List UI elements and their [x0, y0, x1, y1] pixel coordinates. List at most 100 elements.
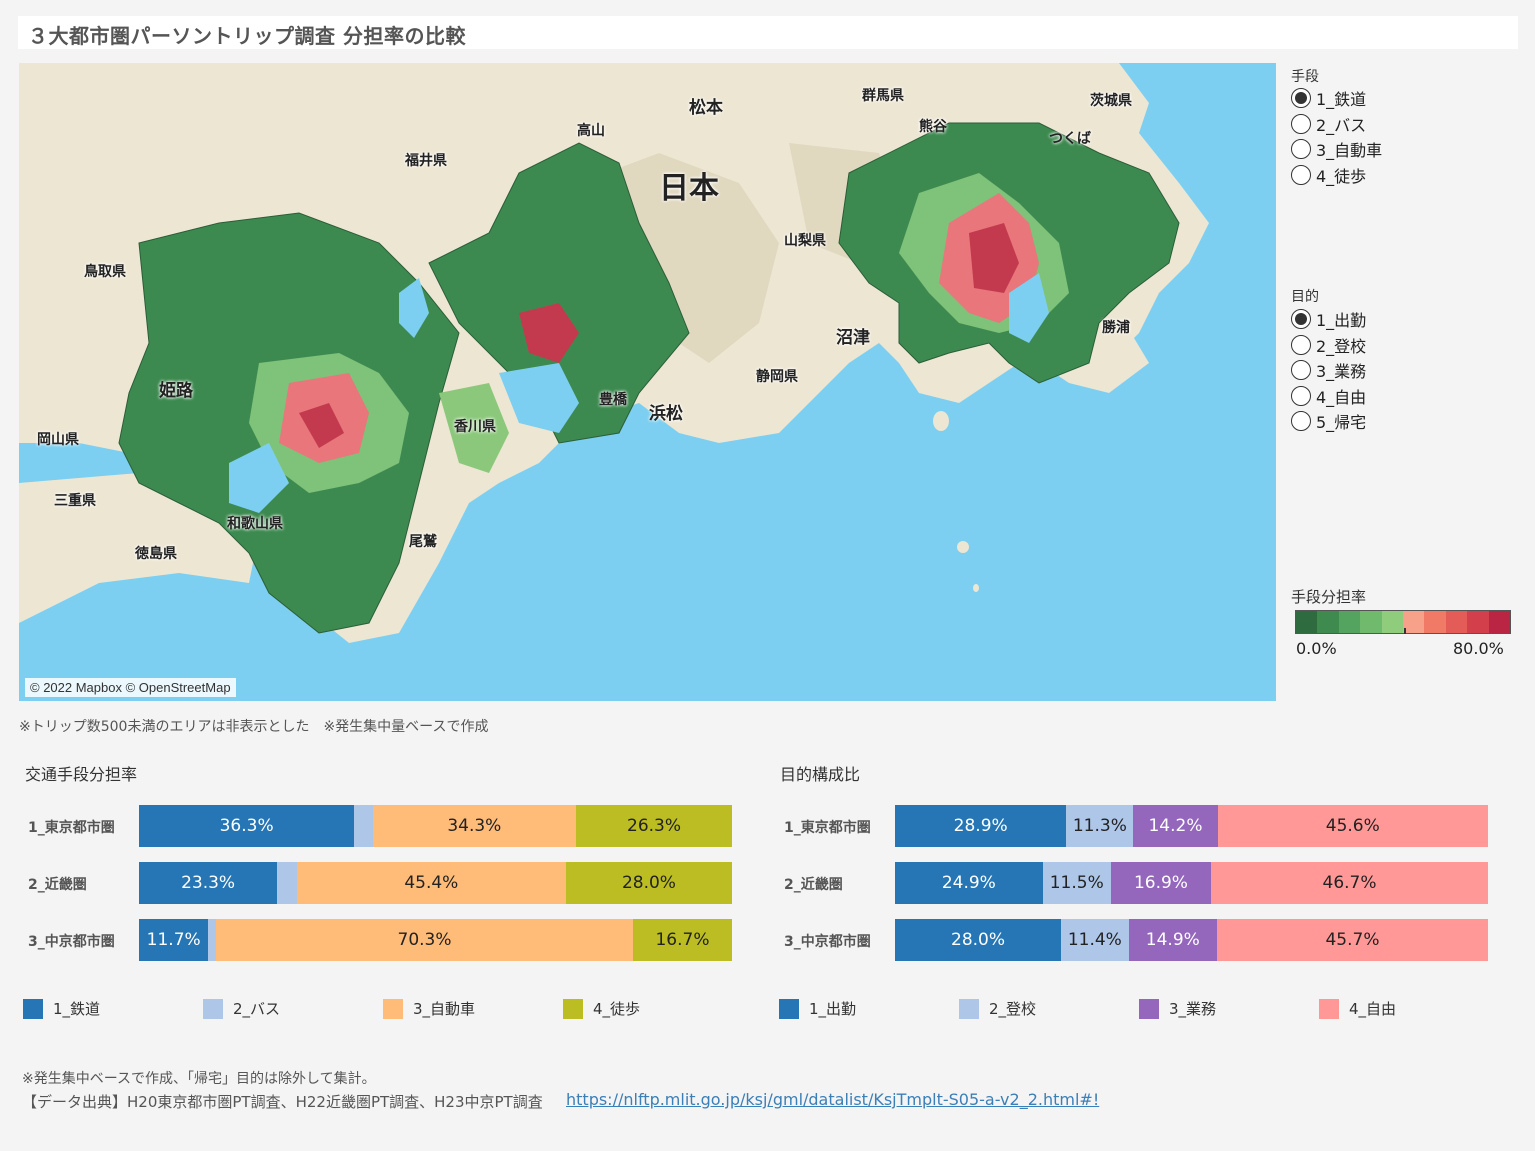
map-copyright[interactable]: © 2022 Mapbox © OpenStreetMap	[25, 678, 236, 697]
map-label: 勝浦	[1102, 320, 1130, 336]
radio-purpose-5[interactable]: 5_帰宅	[1291, 409, 1366, 433]
radio-label: 3_業務	[1316, 362, 1367, 381]
bar-segment[interactable]: 24.9%	[895, 862, 1043, 904]
mode-share-chart-title: 交通手段分担率	[25, 765, 138, 784]
bar-segment[interactable]: 11.4%	[1061, 919, 1129, 961]
map-island	[933, 411, 949, 431]
legend-item[interactable]: 1_鉄道	[23, 998, 100, 1019]
map-label: 香川県	[454, 419, 496, 435]
map-label: 高山	[577, 123, 605, 139]
legend-item[interactable]: 1_出勤	[779, 998, 856, 1019]
map-label: 鳥取県	[84, 264, 126, 280]
stacked-bar[interactable]: 24.9% 11.5% 16.9% 46.7%	[895, 862, 1488, 904]
radio-purpose-3[interactable]: 3_業務	[1291, 358, 1366, 382]
color-legend-swatch	[1317, 611, 1339, 633]
radio-label: 5_帰宅	[1316, 413, 1367, 432]
bar-segment[interactable]	[354, 805, 373, 847]
bar-segment[interactable]: 34.3%	[372, 805, 577, 847]
color-legend-swatch	[1467, 611, 1489, 633]
purpose-chart-title: 目的構成比	[780, 765, 861, 784]
color-legend-swatch	[1424, 611, 1446, 633]
color-legend-swatch	[1338, 611, 1361, 633]
bar-segment[interactable]: 16.7%	[632, 919, 732, 961]
radio-button[interactable]	[1291, 113, 1311, 134]
legend-item[interactable]: 2_バス	[203, 998, 280, 1019]
bar-segment[interactable]: 11.5%	[1042, 862, 1111, 904]
map-label: 浜松	[649, 404, 683, 424]
bar-segment[interactable]: 11.7%	[139, 919, 209, 961]
color-legend-swatch	[1296, 611, 1318, 633]
radio-button[interactable]	[1291, 88, 1311, 108]
bar-segment[interactable]: 45.7%	[1216, 919, 1488, 961]
legend-label: 2_登校	[989, 1000, 1037, 1018]
radio-mode-3[interactable]: 3_自動車	[1291, 137, 1382, 161]
legend-item[interactable]: 3_業務	[1139, 998, 1216, 1019]
color-legend-min: 0.0%	[1296, 639, 1337, 658]
map-view[interactable]: 日本 松本 群馬県 茨城県 高山 福井県 熊谷 つくば 山梨県 鳥取県 沼津 勝浦 静岡県 姫路 浜松 豊橋岡…	[19, 63, 1276, 701]
map-label: 岡山県	[37, 432, 79, 448]
legend-swatch	[563, 998, 583, 1019]
bar-segment[interactable]: 14.2%	[1133, 805, 1218, 847]
map-note: ※トリップ数500未満のエリアは非表示とした ※発生集中量ベースで作成	[19, 719, 489, 735]
bar-segment[interactable]: 16.9%	[1110, 862, 1212, 904]
bar-segment[interactable]: 46.7%	[1211, 862, 1488, 904]
bar-segment[interactable]	[277, 862, 297, 904]
title-bar: ３大都市圏パーソントリップ調査 分担率の比較	[18, 16, 1518, 49]
legend-label: 2_バス	[233, 1000, 281, 1018]
region-mie	[439, 383, 509, 473]
map-island	[973, 584, 979, 592]
color-legend-tick	[1404, 628, 1406, 634]
radio-purpose-2[interactable]: 2_登校	[1291, 333, 1366, 357]
bar-segment[interactable]: 14.9%	[1128, 919, 1217, 961]
bar-segment[interactable]: 28.9%	[895, 805, 1067, 847]
legend-item[interactable]: 3_自動車	[383, 998, 475, 1019]
map-canvas[interactable]	[19, 63, 1276, 701]
map-tokyo-bay	[1009, 273, 1049, 343]
legend-item[interactable]: 2_登校	[959, 998, 1036, 1019]
source-link[interactable]: https://nlftp.mlit.go.jp/ksj/gml/datalis…	[566, 1090, 1100, 1109]
bar-segment[interactable]: 70.3%	[216, 919, 633, 961]
bar-segment[interactable]: 11.3%	[1066, 805, 1134, 847]
stacked-bar[interactable]: 36.3% 34.3% 26.3%	[139, 805, 732, 847]
bar-segment[interactable]: 28.0%	[565, 862, 732, 904]
legend-item[interactable]: 4_徒歩	[563, 998, 640, 1019]
stacked-bar[interactable]: 23.3% 45.4% 28.0%	[139, 862, 732, 904]
category-label: 2_近畿圏	[784, 877, 843, 893]
map-osaka-bay	[229, 443, 289, 513]
bar-segment[interactable]: 28.0%	[895, 919, 1062, 961]
map-label: 沼津	[836, 328, 870, 348]
radio-button[interactable]	[1291, 309, 1311, 329]
radio-button[interactable]	[1291, 360, 1311, 380]
radio-purpose-4[interactable]: 4_自由	[1291, 384, 1366, 408]
radio-button[interactable]	[1291, 334, 1311, 355]
bar-segment[interactable]: 45.6%	[1217, 805, 1488, 847]
map-ise-bay	[499, 363, 579, 433]
radio-mode-4[interactable]: 4_徒歩	[1291, 163, 1366, 187]
radio-button[interactable]	[1291, 385, 1311, 406]
stacked-bar[interactable]: 28.0% 11.4% 14.9% 45.7%	[895, 919, 1488, 961]
bar-segment[interactable]: 45.4%	[296, 862, 566, 904]
radio-button[interactable]	[1291, 164, 1311, 185]
color-legend-swatch	[1488, 611, 1511, 633]
region-kinki-center	[299, 403, 344, 448]
map-biwako	[399, 278, 429, 338]
radio-purpose-1[interactable]: 1_出勤	[1291, 307, 1366, 331]
bar-segment[interactable]: 36.3%	[139, 805, 355, 847]
map-label: 尾鷲	[409, 534, 437, 550]
legend-item[interactable]: 4_自由	[1319, 998, 1396, 1019]
region-tokyo-center	[969, 223, 1019, 293]
stacked-bar[interactable]: 11.7% 70.3% 16.7%	[139, 919, 732, 961]
category-label: 3_中京都市圏	[784, 934, 871, 950]
radio-mode-1[interactable]: 1_鉄道	[1291, 86, 1366, 110]
radio-button[interactable]	[1291, 139, 1311, 159]
map-label: 福井県	[405, 153, 447, 169]
bar-segment[interactable]: 23.3%	[139, 862, 278, 904]
color-legend-swatch	[1381, 611, 1404, 633]
radio-button[interactable]	[1291, 411, 1311, 431]
page-title: ３大都市圏パーソントリップ調査 分担率の比較	[28, 24, 466, 48]
bar-segment[interactable]: 26.3%	[576, 805, 732, 847]
bar-segment[interactable]	[208, 919, 217, 961]
map-label: 徳島県	[135, 546, 177, 562]
radio-mode-2[interactable]: 2_バス	[1291, 112, 1366, 136]
stacked-bar[interactable]: 28.9% 11.3% 14.2% 45.6%	[895, 805, 1488, 847]
